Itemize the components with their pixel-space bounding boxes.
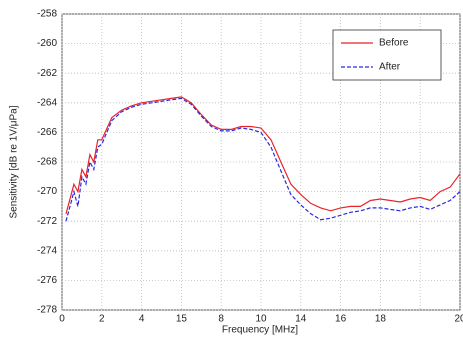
x-tick-label: 0 (59, 314, 65, 325)
y-tick-label: -278 (37, 305, 57, 316)
x-tick-label: 20 (454, 314, 463, 325)
legend-box (332, 29, 442, 81)
x-tick-label: 16 (335, 314, 347, 325)
y-tick-label: -258 (37, 9, 57, 20)
x-tick-label: 10 (255, 314, 267, 325)
legend-label: Before (379, 38, 409, 49)
y-tick-label: -264 (37, 97, 57, 108)
x-tick-label: 18 (375, 314, 387, 325)
x-tick-label: 4 (139, 314, 145, 325)
x-tick-label: 15 (176, 314, 188, 325)
y-tick-label: -274 (37, 245, 57, 256)
y-tick-label: -276 (37, 275, 57, 286)
series-line (65, 96, 461, 214)
series-line (65, 97, 461, 222)
legend-label: After (379, 62, 401, 73)
x-axis-label: Frequency [MHz] (222, 325, 298, 336)
x-tick-label: 14 (295, 314, 307, 325)
y-tick-label: -262 (37, 68, 57, 79)
y-tick-label: -268 (37, 157, 57, 168)
y-tick-label: -272 (37, 216, 57, 227)
x-tick-label: 8 (218, 314, 224, 325)
y-tick-label: -270 (37, 186, 57, 197)
y-axis-label: Sensitivity [dB re 1V/μPa] (9, 105, 20, 218)
y-tick-label: -266 (37, 127, 57, 138)
y-tick-label: -260 (37, 38, 57, 49)
x-tick-label: 2 (99, 314, 105, 325)
